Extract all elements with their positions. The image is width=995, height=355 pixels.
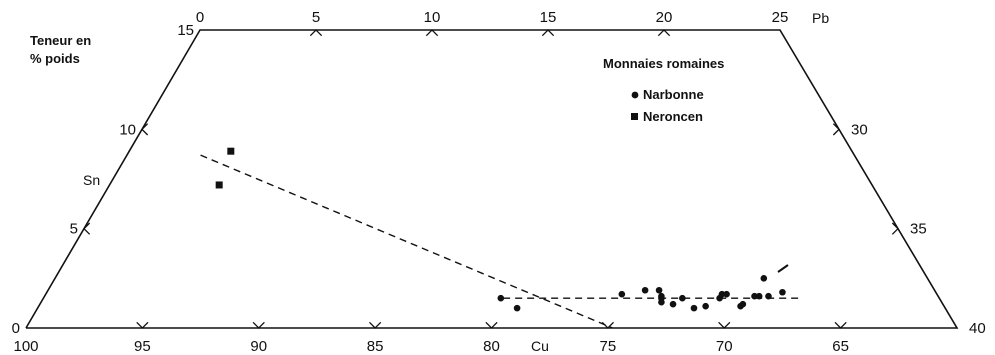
pb-top-tick-label-10: 10 [424, 9, 441, 26]
sn-tick-5 [83, 222, 91, 235]
tick-marks [83, 29, 899, 329]
stray-mark [777, 264, 789, 273]
pb-top-tick-20 [657, 29, 671, 37]
point-narbonne-3 [618, 290, 626, 298]
point-narbonne-10 [679, 294, 686, 302]
legend-title: Monnaies romaines [603, 56, 724, 71]
point-narbonne-8 [658, 298, 665, 306]
pb-top-tick-5 [309, 29, 323, 37]
cu-tick-90 [252, 321, 265, 329]
point-narbonne-4 [641, 286, 649, 294]
point-narbonne-21 [779, 288, 786, 296]
cu-tick-95 [136, 321, 149, 329]
chart-title-line-1: Teneur en [30, 33, 91, 48]
point-narbonne-22 [760, 275, 768, 282]
point-neroncen-1 [227, 147, 235, 155]
point-narbonne-2 [513, 304, 521, 312]
legend-marker-circle [631, 91, 639, 99]
data-points [215, 147, 786, 312]
cu-tick-80 [485, 321, 498, 329]
trend-line-1 [200, 154, 613, 329]
point-narbonne-9 [669, 300, 677, 308]
pb-top-tick-label-15: 15 [540, 9, 557, 26]
sn-axis-label: Sn [83, 172, 100, 188]
point-narbonne-18 [751, 292, 758, 300]
cu-tick-label-70: 70 [716, 338, 733, 355]
cu-tick-label-85: 85 [367, 338, 384, 355]
point-narbonne-14 [718, 290, 726, 298]
sn-tick-label-5: 5 [70, 221, 78, 238]
cu-axis-label: Cu [531, 338, 549, 354]
pb-top-tick-label-25: 25 [772, 9, 789, 26]
pb-top-tick-label-0: 0 [196, 9, 204, 26]
sn-tick-label-15: 15 [177, 22, 194, 39]
trend-lines [200, 154, 799, 329]
chart-frame [25, 29, 959, 329]
pb-top-tick-label-20: 20 [656, 9, 673, 26]
cu-tick-label-100: 100 [13, 338, 38, 355]
legend-label-neroncen: Neroncen [643, 109, 703, 124]
cu-tick-label-80: 80 [483, 338, 500, 355]
pb-right-tick-30 [832, 123, 840, 136]
point-narbonne-15 [723, 290, 730, 298]
sn-tick-10 [141, 123, 149, 136]
sn-tick-label-10: 10 [119, 121, 136, 138]
pb-right-tick-label-30: 30 [851, 121, 868, 138]
sn-tick-label-0: 0 [12, 320, 20, 337]
pb-right-tick-35 [891, 222, 899, 235]
legend-marker-square [631, 113, 638, 120]
pb-right-tick-label-35: 35 [910, 221, 927, 238]
cu-tick-label-90: 90 [250, 338, 267, 355]
point-neroncen-2 [215, 181, 223, 189]
point-narbonne-12 [702, 302, 709, 310]
cu-tick-label-65: 65 [832, 338, 849, 355]
pb-top-tick-15 [541, 29, 555, 37]
cu-tick-label-75: 75 [600, 338, 617, 355]
pb-top-tick-label-5: 5 [312, 9, 320, 26]
point-narbonne-1 [497, 294, 505, 302]
point-narbonne-5 [655, 286, 663, 294]
point-narbonne-11 [690, 304, 698, 312]
point-narbonne-20 [765, 292, 772, 300]
pb-axis-label: Pb [812, 10, 829, 26]
pb-right-tick-label-40: 40 [969, 320, 986, 337]
point-narbonne-17 [739, 300, 747, 308]
cu-tick-85 [369, 321, 382, 329]
point-narbonne-19 [755, 292, 763, 300]
cu-tick-65 [834, 321, 847, 329]
cu-tick-label-95: 95 [134, 338, 151, 355]
cu-tick-70 [718, 321, 731, 329]
legend-label-narbonne: Narbonne [643, 87, 704, 102]
chart-title-line-2: % poids [30, 51, 80, 66]
legend: Monnaies romaines Narbonne Neroncen [603, 56, 724, 124]
pb-top-tick-10 [425, 29, 439, 37]
